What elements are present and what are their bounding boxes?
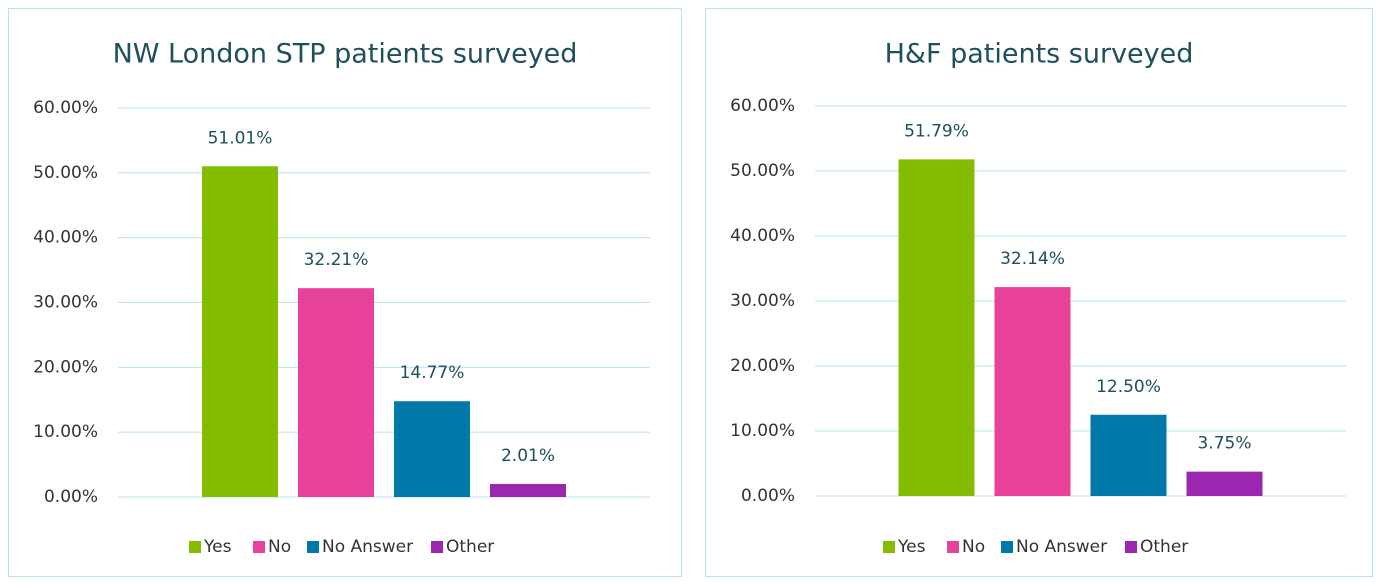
chart-title: H&F patients surveyed [885,39,1194,70]
y-tick-label: 0.00% [44,487,98,507]
y-tick-label: 10.00% [33,422,98,442]
legend-label: Yes [203,537,232,557]
data-label: 32.14% [1000,249,1065,269]
legend-swatch [883,541,895,553]
bar [202,166,278,498]
bar [490,483,566,497]
legend-label: No Answer [322,537,413,557]
bar [898,159,975,497]
legend-swatch [431,541,443,553]
bar [994,287,1071,496]
legend-label: Yes [897,537,926,557]
legend-swatch [1125,541,1137,553]
legend-label: Other [446,537,494,557]
y-tick-label: 50.00% [33,163,98,183]
legend-swatch [189,541,201,553]
data-label: 32.21% [304,250,369,270]
legend-label: Other [1140,537,1188,557]
chart-title: NW London STP patients surveyed [113,39,578,70]
legend-swatch [947,541,959,553]
data-label: 2.01% [501,446,555,466]
legend-swatch [307,541,319,553]
legend-swatch [253,541,265,553]
legend-label: No [962,537,985,557]
y-tick-label: 60.00% [730,96,795,116]
y-tick-label: 40.00% [33,228,98,248]
y-tick-label: 30.00% [33,293,98,313]
data-label: 51.01% [208,128,273,148]
bar [1090,414,1167,496]
y-tick-label: 20.00% [730,356,795,376]
data-label: 51.79% [904,121,969,141]
legend-label: No Answer [1016,537,1107,557]
y-tick-label: 40.00% [730,226,795,246]
y-tick-label: 10.00% [730,421,795,441]
bar [298,288,374,497]
data-label: 14.77% [400,363,465,383]
y-tick-label: 60.00% [33,98,98,118]
bar [394,401,470,497]
data-label: 3.75% [1197,434,1251,454]
y-tick-label: 20.00% [33,357,98,377]
y-tick-label: 30.00% [730,291,795,311]
data-label: 12.50% [1096,377,1161,397]
bar [1186,471,1263,496]
y-tick-label: 50.00% [730,161,795,181]
legend-label: No [268,537,291,557]
y-tick-label: 0.00% [741,486,795,506]
legend-swatch [1001,541,1013,553]
